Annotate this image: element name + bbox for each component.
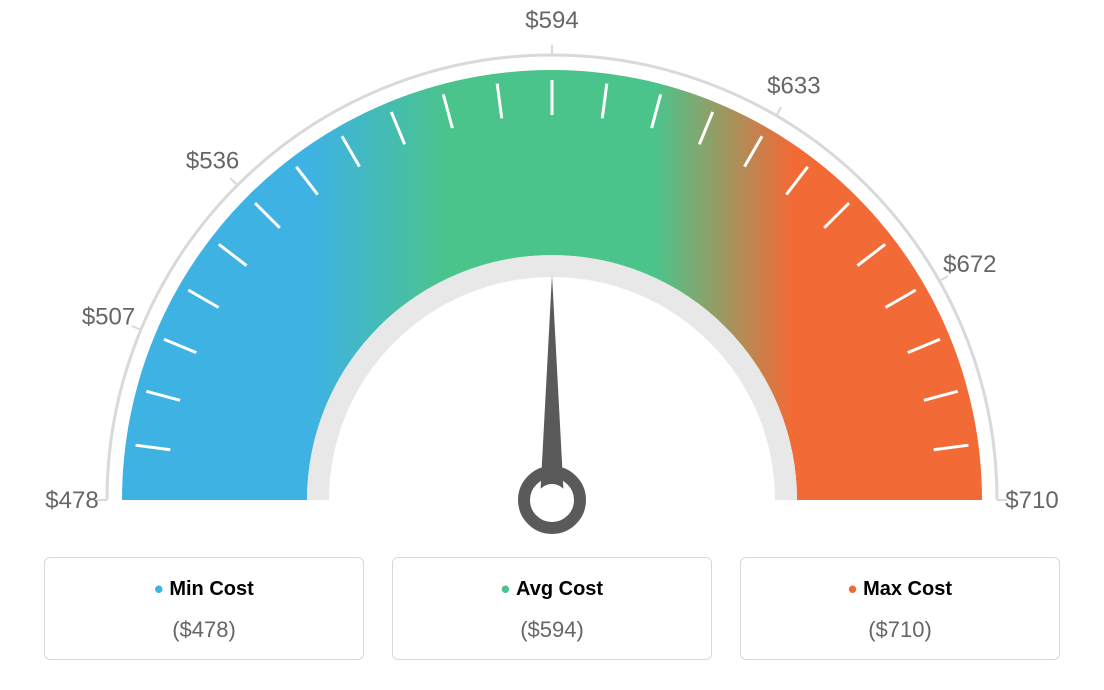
legend-min-label: • Min Cost [45,574,363,605]
legend-avg-label: • Avg Cost [393,574,711,605]
tick-label: $710 [1005,487,1058,514]
legend-max-text: Max Cost [863,578,952,600]
legend-min-value: ($478) [45,617,363,643]
legend-max-value: ($710) [741,617,1059,643]
tick-label: $633 [767,72,820,99]
gauge-chart: $478 $507 $536 $594 $633 $672 $710 [0,0,1104,560]
gauge-svg: $478 $507 $536 $594 $633 $672 $710 [0,0,1104,560]
needle-hub-center [536,484,568,516]
tick-label: $536 [186,148,239,175]
legend-avg-value: ($594) [393,617,711,643]
legend-avg-card: • Avg Cost ($594) [392,557,712,660]
tick-label: $594 [525,7,578,34]
legend-max-label: • Max Cost [741,574,1059,605]
legend-avg-text: Avg Cost [516,578,603,600]
bullet-icon: • [501,574,510,604]
tick-label: $507 [82,303,135,330]
legend-max-card: • Max Cost ($710) [740,557,1060,660]
tick-label: $478 [45,487,98,514]
label-tick [776,107,781,116]
bullet-icon: • [154,574,163,604]
legend-min-card: • Min Cost ($478) [44,557,364,660]
bullet-icon: • [848,574,857,604]
legend-min-text: Min Cost [169,578,253,600]
legend-row: • Min Cost ($478) • Avg Cost ($594) • Max C… [0,557,1104,660]
tick-label: $672 [943,251,996,278]
label-tick [230,178,237,185]
